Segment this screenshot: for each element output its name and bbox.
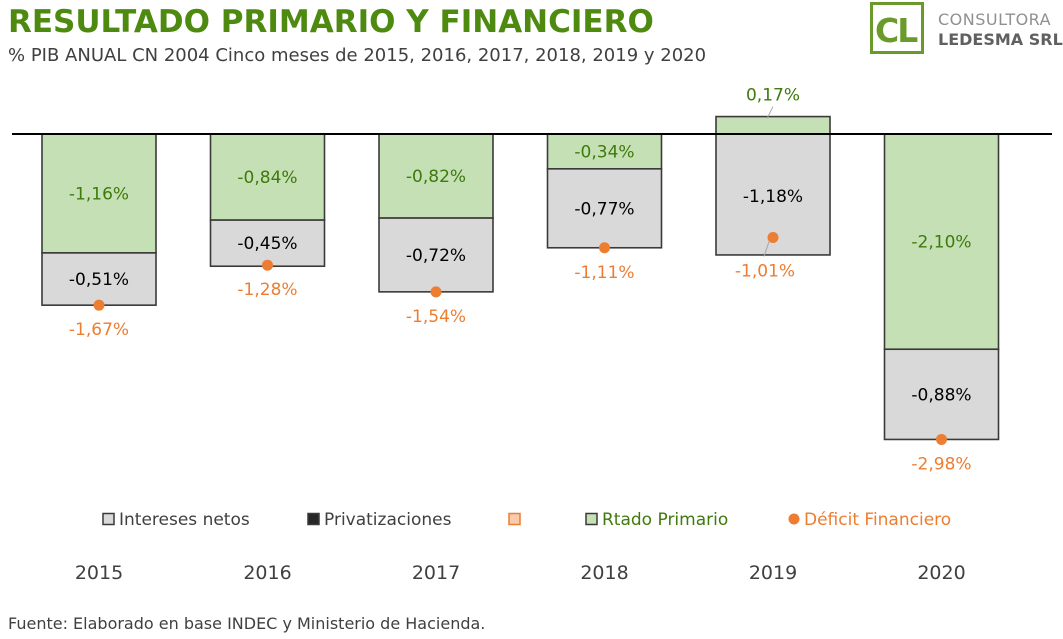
label-intereses-netos-2018: -0,77%: [574, 199, 634, 219]
logo-line-2: LEDESMA SRL: [938, 30, 1063, 49]
leader-line-deficit-2019: [763, 241, 770, 257]
category-label-2018: 2018: [580, 562, 628, 584]
legend-label-deficit: Déficit Financiero: [804, 510, 951, 530]
legend-swatch-intereses: [102, 512, 115, 526]
label-rtado-primario-2018: -0,34%: [574, 142, 634, 162]
point-deficit-financiero-2020: [936, 433, 947, 445]
logo-mark-text: CL: [875, 11, 918, 50]
label-rtado-primario-2015: -1,16%: [69, 184, 129, 204]
legend-label-privatizaciones: Privatizaciones: [324, 510, 452, 530]
chart-subtitle: % PIB ANUAL CN 2004 Cinco meses de 2015,…: [8, 45, 707, 66]
category-label-2019: 2019: [749, 562, 797, 584]
label-rtado-primario-2020: -2,10%: [911, 233, 971, 253]
category-label-2020: 2020: [917, 562, 965, 584]
bar-intereses-netos-2015: [41, 252, 157, 306]
bar-rtado-primario-2019: [715, 115, 831, 135]
label-intereses-netos-2017: -0,72%: [406, 246, 466, 266]
point-deficit-financiero-2015: [93, 299, 105, 311]
logo-line-1: CONSULTORA: [938, 10, 1052, 29]
legend-label-intereses: Intereses netos: [119, 510, 250, 530]
category-label-2017: 2017: [412, 562, 460, 584]
label-deficit-financiero-2015: -1,67%: [69, 320, 129, 340]
point-deficit-financiero-2019: [767, 232, 779, 244]
point-deficit-financiero-2016: [262, 259, 273, 271]
label-intereses-netos-2015: -0,51%: [69, 270, 129, 290]
consultora-logo: CL CONSULTORA LEDESMA SRL: [870, 2, 1063, 58]
label-deficit-financiero-2019: -1,01%: [735, 262, 795, 282]
bar-intereses-netos-2017: [378, 217, 494, 293]
point-deficit-financiero-2018: [599, 242, 610, 254]
point-deficit-financiero-2017: [430, 286, 442, 298]
label-rtado-primario-2016: -0,84%: [237, 168, 297, 188]
logo-mark: CL: [870, 2, 924, 54]
bar-rtado-primario-2015: [41, 133, 157, 254]
label-intereses-netos-2019: -1,18%: [743, 187, 803, 207]
label-rtado-primario-2019: 0,17%: [746, 86, 800, 106]
bar-intereses-netos-2016: [209, 219, 326, 268]
legend-swatch-primario: [585, 512, 598, 526]
legend-swatch-deficit-financiero: [788, 513, 800, 525]
label-rtado-primario-2017: -0,82%: [406, 167, 466, 187]
bar-rtado-primario-2016: [209, 133, 326, 221]
category-label-2015: 2015: [75, 562, 123, 584]
source-note: Fuente: Elaborado en base INDEC y Minist…: [8, 614, 486, 633]
category-label-2016: 2016: [243, 562, 291, 584]
label-deficit-financiero-2018: -1,11%: [574, 263, 634, 283]
label-deficit-financiero-2016: -1,28%: [237, 280, 297, 300]
chart-title: RESULTADO PRIMARIO Y FINANCIERO: [8, 4, 654, 40]
label-deficit-financiero-2017: -1,54%: [406, 307, 466, 327]
legend-label-primario: Rtado Primario: [602, 510, 728, 530]
leader-line-rtado-primario-2019: [766, 106, 774, 119]
legend-swatch-privatizaciones: [307, 512, 320, 526]
bar-intereses-netos-2018: [546, 168, 663, 249]
label-intereses-netos-2020: -0,88%: [911, 385, 971, 405]
label-intereses-netos-2016: -0,45%: [237, 234, 297, 254]
legend-swatch-empty: [508, 512, 521, 526]
label-deficit-financiero-2020: -2,98%: [911, 454, 971, 474]
